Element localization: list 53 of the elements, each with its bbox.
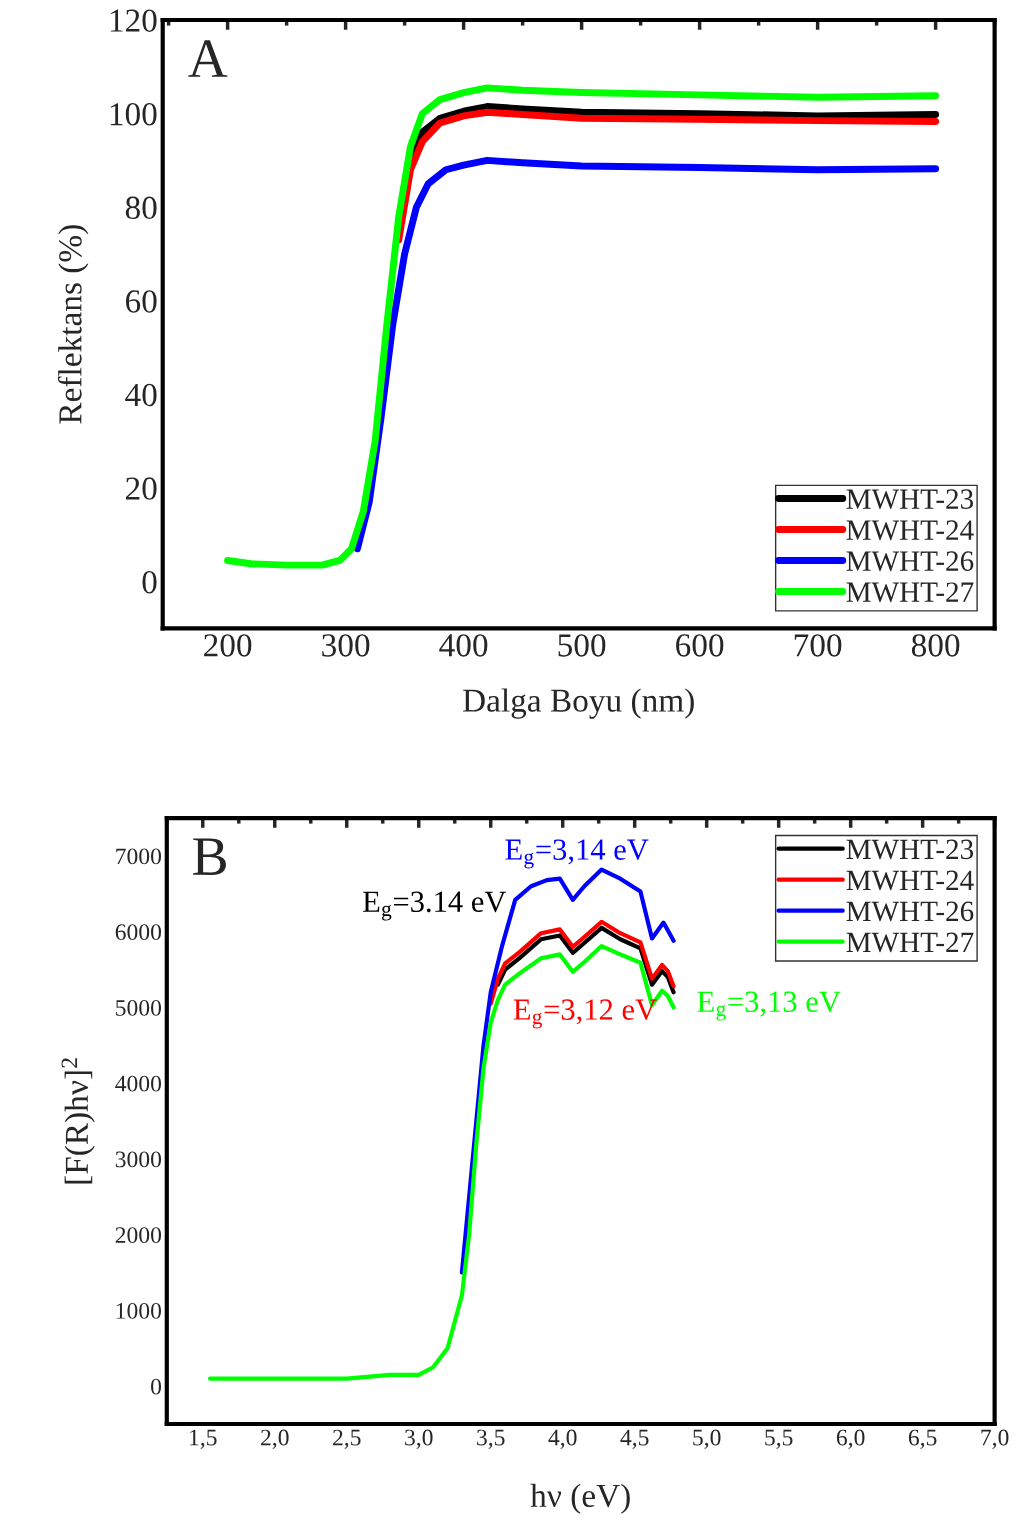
x-tick-label: 1,5 — [190, 1429, 217, 1449]
x-tick-label: 7,0 — [981, 1429, 1009, 1449]
y-tick-label: 4000 — [115, 1075, 162, 1092]
legend-label: MWHT-27 — [846, 582, 974, 603]
y-tick-label: 7000 — [116, 848, 162, 865]
x-tick-label: 3,5 — [477, 1429, 505, 1449]
y-tick-label: 100 — [110, 103, 157, 126]
chart-title: A — [188, 40, 228, 77]
y-tick-label: 1000 — [116, 1302, 162, 1319]
x-tick-label: 6,5 — [908, 1429, 937, 1449]
x-tick-label: 5,5 — [765, 1429, 793, 1449]
legend-label: MWHT-27 — [846, 932, 974, 953]
x-tick-label: 4,5 — [620, 1429, 649, 1449]
y-tick-label: 40 — [125, 383, 157, 407]
y-tick-label: 2000 — [115, 1227, 162, 1244]
y-tick-label: 120 — [110, 9, 157, 32]
x-tick-label: 2,5 — [333, 1429, 361, 1449]
y-axis-title: [F(R)hν]$^{2}$ — [61, 1058, 95, 1184]
x-tick-label: 800 — [911, 634, 960, 657]
legend-label: MWHT-23 — [846, 489, 974, 510]
x-tick-label: 6,0 — [836, 1429, 865, 1449]
x-tick-label: 5,0 — [693, 1429, 721, 1449]
y-tick-label: 3000 — [115, 1151, 162, 1168]
annotation: E$_{g}$=3,14 eV — [505, 839, 649, 869]
chart-title: B — [193, 838, 226, 875]
legend-label: MWHT-23 — [846, 839, 974, 860]
line-series — [207, 943, 676, 1381]
x-tick-label: 700 — [794, 634, 842, 657]
y-tick-label: 20 — [125, 477, 157, 500]
annotation: E$_{g}$=3,12 eV — [513, 999, 657, 1029]
x-tick-label: 2,0 — [261, 1429, 289, 1449]
y-tick-label: 60 — [125, 290, 157, 313]
y-tick-label: 5000 — [116, 999, 162, 1016]
x-tick-label: 500 — [558, 634, 606, 657]
annotation: E$_{g}$=3,13 eV — [697, 991, 841, 1021]
legend-label: MWHT-26 — [846, 551, 974, 572]
x-tick-label: 600 — [676, 634, 724, 657]
y-tick-label: 0 — [142, 570, 157, 594]
y-axis-title: Reflektans (%) — [57, 225, 89, 424]
legend-label: MWHT-24 — [846, 870, 974, 891]
legend-label: MWHT-26 — [846, 901, 974, 922]
x-axis-title: hν (eV) — [530, 1483, 630, 1514]
legend-label: MWHT-24 — [846, 520, 974, 541]
x-tick-label: 4,0 — [548, 1429, 577, 1449]
x-tick-label: 400 — [439, 634, 488, 657]
y-tick-label: 0 — [151, 1378, 162, 1395]
x-tick-label: 200 — [204, 634, 252, 657]
x-tick-label: 3,0 — [405, 1429, 433, 1449]
x-axis-title: Dalga Boyu (nm) — [462, 688, 694, 719]
x-tick-label: 300 — [322, 634, 370, 657]
y-tick-label: 6000 — [115, 924, 162, 941]
annotation: E$_{g}$=3.14 eV — [363, 891, 507, 921]
y-tick-label: 80 — [125, 196, 157, 220]
